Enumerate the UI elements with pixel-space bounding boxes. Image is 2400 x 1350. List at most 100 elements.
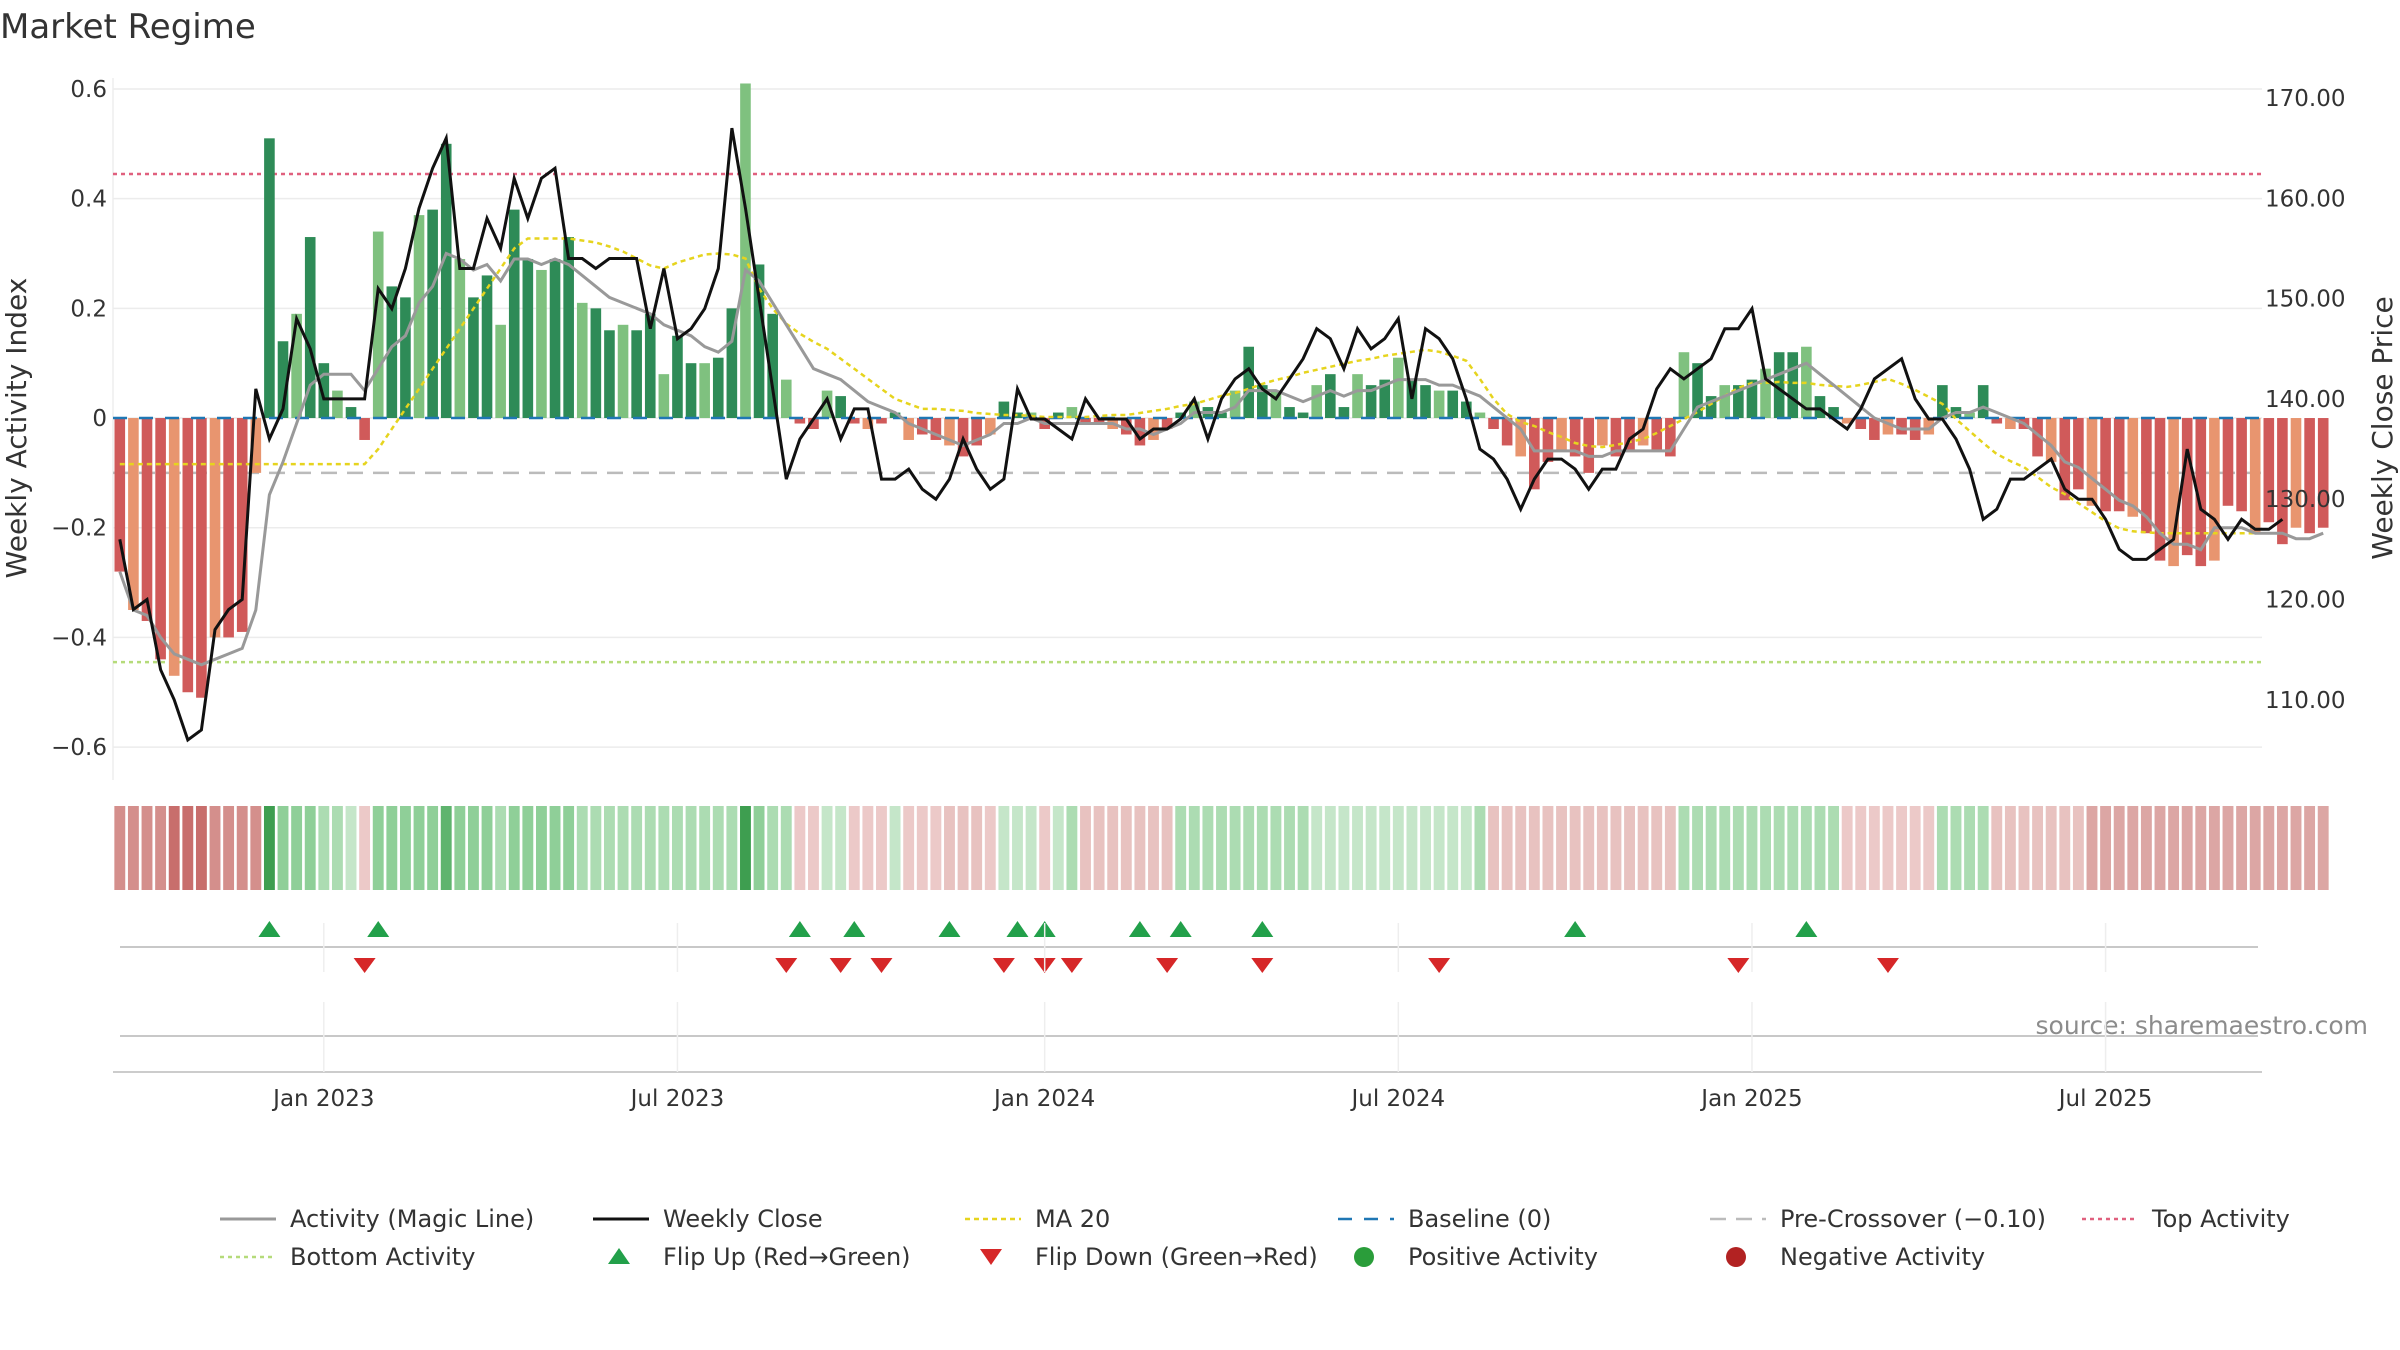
legend-item-close: Weekly Close — [593, 1205, 823, 1233]
activity-bar — [413, 215, 425, 419]
activity-bar — [563, 237, 574, 419]
ribbon-segment — [998, 806, 1010, 890]
flip-down-marker — [1060, 958, 1083, 973]
flip-up-marker — [788, 921, 811, 937]
ribbon-segment — [1093, 806, 1105, 890]
legend-item-baseline: Baseline (0) — [1338, 1205, 1551, 1233]
activity-bar — [1733, 385, 1744, 419]
legend-item-bottom: Bottom Activity — [220, 1243, 475, 1271]
activity-bar — [1325, 374, 1336, 419]
legend-label: MA 20 — [1035, 1205, 1110, 1233]
flip-down-marker — [775, 958, 798, 973]
ribbon-segment — [114, 806, 126, 890]
activity-bar — [1814, 396, 1826, 419]
ribbon-segment — [1379, 806, 1391, 890]
flip-up-marker — [367, 921, 390, 937]
ribbon-segment — [889, 806, 901, 890]
left-tick-label: 0.4 — [70, 187, 107, 213]
activity-bar — [576, 302, 588, 419]
activity-bar — [1488, 418, 1499, 429]
regime-ribbon — [114, 806, 2329, 890]
ribbon-segment — [835, 806, 847, 890]
ribbon-segment — [481, 806, 493, 890]
ribbon-segment — [127, 806, 139, 890]
ribbon-segment — [1936, 806, 1948, 890]
ribbon-segment — [1338, 806, 1350, 890]
activity-bar — [1297, 412, 1309, 419]
ribbon-segment — [2059, 806, 2071, 890]
activity-bar — [2086, 418, 2098, 506]
ribbon-segment — [1474, 806, 1486, 890]
activity-bar — [617, 324, 629, 419]
activity-bar — [1869, 418, 1880, 440]
activity-bar — [1637, 418, 1649, 446]
activity-bar — [1583, 418, 1595, 473]
ribbon-segment — [1651, 806, 1663, 890]
activity-bar — [1665, 418, 1676, 457]
legend-label: Positive Activity — [1408, 1243, 1598, 1271]
ribbon-segment — [2263, 806, 2275, 890]
ribbon-segment — [1624, 806, 1635, 890]
ribbon-segment — [644, 806, 656, 890]
ribbon-segment — [2304, 806, 2316, 890]
ribbon-segment — [223, 806, 235, 890]
ribbon-segment — [2168, 806, 2180, 890]
flip-down-marker — [870, 958, 893, 973]
ribbon-segment — [1120, 806, 1132, 890]
activity-bar — [876, 418, 887, 424]
ribbon-segment — [2086, 806, 2098, 890]
ribbon-segment — [2004, 806, 2016, 890]
legend-swatch-positive-dot — [1354, 1247, 1374, 1267]
activity-bar — [672, 335, 683, 419]
ribbon-segment — [1066, 806, 1078, 890]
flip-up-marker — [258, 921, 281, 937]
ribbon-segment — [1814, 806, 1826, 890]
activity-bar — [1120, 418, 1132, 435]
activity-bar — [2045, 418, 2057, 462]
ribbon-segment — [1868, 806, 1880, 890]
legend-label: Activity (Magic Line) — [290, 1205, 534, 1233]
ribbon-segment — [1284, 806, 1295, 890]
activity-bar — [1052, 412, 1064, 419]
ribbon-segment — [1352, 806, 1363, 890]
ribbon-segment — [862, 806, 874, 890]
activity-bar — [1311, 385, 1323, 419]
activity-bar — [1066, 407, 1078, 419]
activity-bar — [2277, 418, 2288, 545]
ribbon-segment — [195, 806, 207, 890]
activity-bar — [590, 308, 602, 419]
activity-bar — [114, 418, 126, 572]
legend-item-negdot: Negative Activity — [1726, 1243, 1985, 1271]
activity-bar — [2304, 418, 2315, 534]
ribbon-segment — [1365, 806, 1377, 890]
activity-bar — [1937, 385, 1948, 419]
weekly-close-line — [118, 127, 2284, 743]
ribbon-segment — [984, 806, 996, 890]
ribbon-segment — [209, 806, 221, 890]
activity-bar — [2249, 418, 2261, 534]
left-tick-label: 0.2 — [70, 296, 107, 322]
ribbon-segment — [1664, 806, 1676, 890]
ribbon-segment — [1964, 806, 1976, 890]
activity-bar — [1610, 418, 1622, 457]
ribbon-segment — [1012, 806, 1023, 890]
activity-bar — [2141, 418, 2152, 534]
ribbon-segment — [250, 806, 262, 890]
activity-bar — [1624, 418, 1635, 451]
activity-bar — [1923, 418, 1935, 435]
activity-bar — [2263, 418, 2275, 523]
ribbon-segment — [454, 806, 466, 890]
ribbon-segment — [1447, 806, 1459, 890]
activity-bar — [1651, 418, 1663, 451]
ribbon-segment — [780, 806, 792, 890]
activity-bar — [726, 308, 738, 419]
flip-markers-panel — [120, 921, 2258, 973]
ribbon-segment — [2045, 806, 2057, 890]
activity-bar — [155, 418, 166, 660]
ribbon-segment — [1243, 806, 1255, 890]
activity-bar — [1542, 418, 1554, 462]
legend-swatch-negative-dot — [1726, 1247, 1746, 1267]
legend-item-flipdown: Flip Down (Green→Red) — [980, 1243, 1318, 1271]
activity-bar — [984, 418, 996, 435]
ribbon-segment — [916, 806, 928, 890]
